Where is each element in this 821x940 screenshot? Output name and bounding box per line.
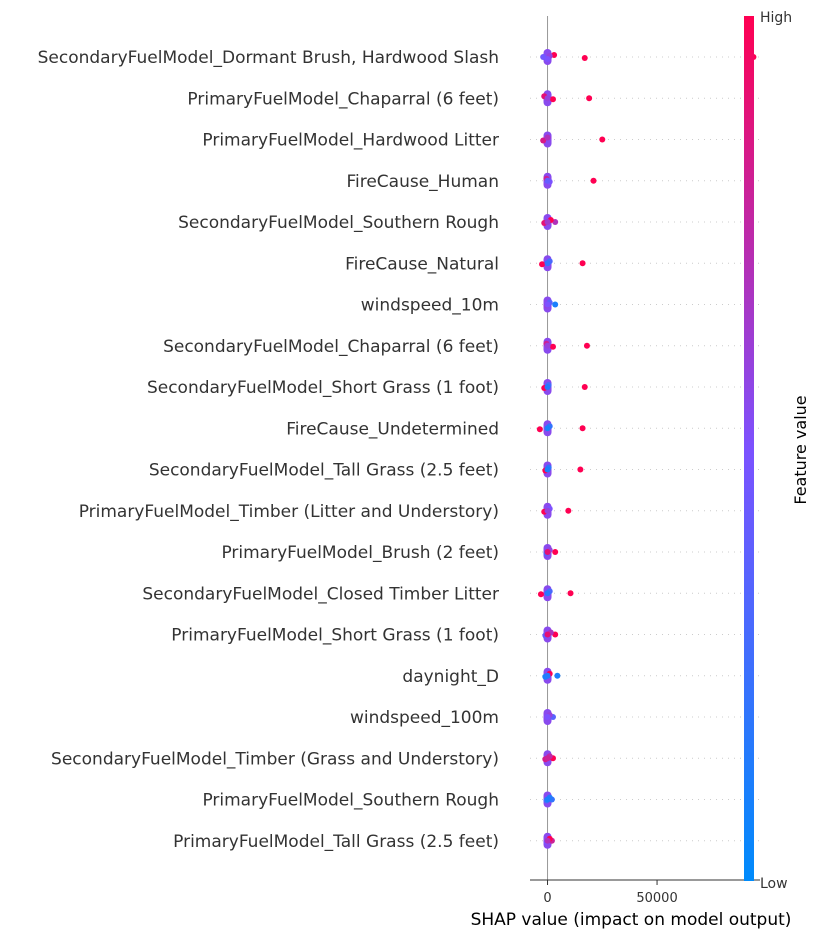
shap-point	[583, 342, 590, 349]
shap-point	[536, 426, 543, 433]
shap-point	[577, 466, 584, 473]
feature-row: FireCause_Human	[346, 172, 597, 192]
shap-point	[544, 177, 551, 184]
feature-label: PrimaryFuelModel_Hardwood Litter	[202, 131, 499, 151]
feature-row: SecondaryFuelModel_Closed Timber Litter	[142, 584, 574, 604]
colorbar: High Low Feature value	[744, 10, 810, 892]
shap-point	[544, 507, 551, 514]
feature-label: FireCause_Undetermined	[286, 419, 499, 439]
shap-point	[579, 425, 586, 432]
shap-point	[565, 507, 572, 514]
shap-point	[544, 590, 551, 597]
shap-point	[586, 95, 593, 102]
colorbar-low-label: Low	[760, 876, 788, 892]
feature-label: FireCause_Human	[346, 172, 499, 192]
feature-label: windspeed_10m	[361, 296, 499, 316]
shap-point	[544, 714, 551, 720]
feature-label: SecondaryFuelModel_Closed Timber Litter	[142, 584, 499, 604]
shap-point	[544, 56, 551, 62]
feature-row: FireCause_Natural	[345, 254, 586, 274]
feature-row: FireCause_Undetermined	[286, 419, 586, 439]
shap-point	[554, 672, 561, 679]
shap-point	[544, 301, 551, 308]
shap-point	[544, 796, 551, 803]
feature-label: SecondaryFuelModel_Southern Rough	[178, 213, 499, 233]
feature-label: SecondaryFuelModel_Tall Grass (2.5 feet)	[149, 461, 499, 481]
feature-label: daynight_D	[402, 667, 499, 687]
shap-point	[552, 301, 559, 308]
feature-row: windspeed_10m	[361, 296, 559, 316]
shap-point	[550, 96, 556, 103]
feature-row: daynight_D	[402, 667, 561, 687]
feature-label: SecondaryFuelModel_Chaparral (6 feet)	[163, 337, 499, 357]
shap-point	[567, 590, 574, 597]
feature-row: SecondaryFuelModel_Dormant Brush, Hardwo…	[38, 48, 757, 68]
feature-rows: SecondaryFuelModel_Dormant Brush, Hardwo…	[38, 48, 757, 852]
shap-point	[544, 755, 551, 762]
feature-row: windspeed_100m	[350, 708, 556, 728]
feature-label: PrimaryFuelModel_Chaparral (6 feet)	[187, 89, 499, 109]
feature-label: PrimaryFuelModel_Timber (Litter and Unde…	[79, 502, 499, 522]
colorbar-gradient	[744, 16, 754, 881]
shap-point	[544, 425, 551, 432]
shap-point	[581, 55, 588, 61]
feature-row: PrimaryFuelModel_Short Grass (1 foot)	[171, 626, 559, 646]
shap-point	[537, 591, 544, 598]
feature-row: PrimaryFuelModel_Tall Grass (2.5 feet)	[173, 832, 555, 852]
shap-point	[544, 134, 551, 141]
feature-label: SecondaryFuelModel_Short Grass (1 foot)	[147, 378, 499, 398]
feature-row: PrimaryFuelModel_Chaparral (6 feet)	[187, 89, 593, 109]
x-axis-title: SHAP value (impact on model output)	[471, 910, 792, 930]
feature-row: SecondaryFuelModel_Chaparral (6 feet)	[163, 337, 590, 357]
shap-point	[544, 549, 551, 555]
feature-row: PrimaryFuelModel_Brush (2 feet)	[221, 543, 559, 563]
feature-row: PrimaryFuelModel_Southern Rough	[202, 791, 555, 811]
shap-point	[544, 631, 551, 638]
shap-point	[599, 136, 606, 143]
x-tick-label: 0	[543, 891, 551, 906]
feature-row: SecondaryFuelModel_Southern Rough	[178, 213, 559, 233]
shap-point	[544, 466, 551, 473]
shap-point	[544, 837, 551, 844]
feature-row: PrimaryFuelModel_Timber (Litter and Unde…	[79, 502, 572, 522]
shap-point	[539, 261, 546, 268]
feature-row: PrimaryFuelModel_Hardwood Litter	[202, 131, 606, 151]
feature-label: PrimaryFuelModel_Southern Rough	[202, 791, 499, 811]
shap-point	[550, 343, 556, 350]
shap-point	[544, 260, 551, 267]
feature-label: SecondaryFuelModel_Dormant Brush, Hardwo…	[38, 48, 499, 68]
feature-label: PrimaryFuelModel_Brush (2 feet)	[221, 543, 499, 563]
shap-point	[590, 177, 597, 184]
row-guides	[530, 56, 760, 842]
shap-point	[544, 95, 551, 102]
x-tick-label: 50000	[636, 891, 677, 906]
feature-row: SecondaryFuelModel_Tall Grass (2.5 feet)	[149, 461, 584, 481]
x-axis: 0 50000 SHAP value (impact on model outpu…	[471, 879, 792, 930]
shap-point	[579, 260, 586, 267]
feature-row: SecondaryFuelModel_Short Grass (1 foot)	[147, 378, 588, 398]
colorbar-high-label: High	[760, 10, 792, 26]
shap-point	[544, 342, 551, 349]
feature-label: PrimaryFuelModel_Short Grass (1 foot)	[171, 626, 499, 646]
shap-point	[544, 672, 551, 679]
shap-point	[544, 384, 551, 390]
shap-point	[544, 219, 551, 225]
colorbar-title: Feature value	[791, 395, 810, 504]
shap-point	[552, 549, 559, 555]
shap-point	[540, 137, 547, 144]
feature-row: SecondaryFuelModel_Timber (Grass and Und…	[51, 749, 556, 769]
feature-label: PrimaryFuelModel_Tall Grass (2.5 feet)	[173, 832, 499, 852]
shap-point	[581, 384, 588, 390]
feature-label: FireCause_Natural	[345, 254, 499, 274]
x-ticks: 0 50000	[543, 880, 678, 906]
feature-label: SecondaryFuelModel_Timber (Grass and Und…	[51, 749, 499, 769]
feature-label: windspeed_100m	[350, 708, 499, 728]
